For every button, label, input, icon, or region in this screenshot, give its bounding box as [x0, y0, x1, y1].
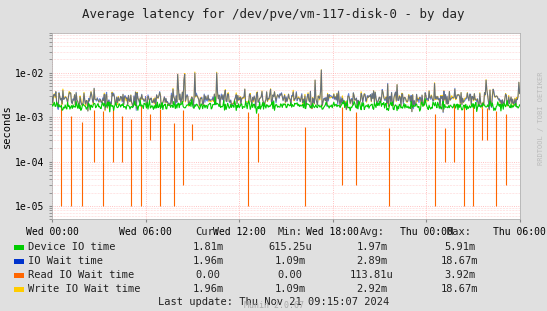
- Text: 2.92m: 2.92m: [356, 284, 388, 294]
- Text: 5.91m: 5.91m: [444, 242, 475, 252]
- Text: 0.00: 0.00: [195, 270, 220, 280]
- Text: IO Wait time: IO Wait time: [28, 256, 103, 266]
- Y-axis label: seconds: seconds: [2, 104, 12, 148]
- Text: 1.96m: 1.96m: [192, 284, 224, 294]
- Text: Avg:: Avg:: [359, 227, 385, 237]
- Text: 1.09m: 1.09m: [274, 256, 306, 266]
- Text: 3.92m: 3.92m: [444, 270, 475, 280]
- Text: Average latency for /dev/pve/vm-117-disk-0 - by day: Average latency for /dev/pve/vm-117-disk…: [82, 8, 465, 21]
- Text: 1.09m: 1.09m: [274, 284, 306, 294]
- Text: 615.25u: 615.25u: [268, 242, 312, 252]
- Text: 18.67m: 18.67m: [441, 256, 478, 266]
- Text: 2.89m: 2.89m: [356, 256, 388, 266]
- Text: Device IO time: Device IO time: [28, 242, 115, 252]
- Text: 1.81m: 1.81m: [192, 242, 224, 252]
- Text: 113.81u: 113.81u: [350, 270, 394, 280]
- Text: Max:: Max:: [447, 227, 472, 237]
- Text: 0.00: 0.00: [277, 270, 302, 280]
- Text: Last update: Thu Nov 21 09:15:07 2024: Last update: Thu Nov 21 09:15:07 2024: [158, 297, 389, 307]
- Text: 18.67m: 18.67m: [441, 284, 478, 294]
- Text: 1.96m: 1.96m: [192, 256, 224, 266]
- Text: Munin 2.0.67: Munin 2.0.67: [243, 301, 304, 310]
- Text: Min:: Min:: [277, 227, 302, 237]
- Text: 1.97m: 1.97m: [356, 242, 388, 252]
- Text: Read IO Wait time: Read IO Wait time: [28, 270, 134, 280]
- Text: Cur:: Cur:: [195, 227, 220, 237]
- Text: Write IO Wait time: Write IO Wait time: [28, 284, 141, 294]
- Text: RRDTOOL / TOBI OETIKER: RRDTOOL / TOBI OETIKER: [538, 72, 544, 165]
